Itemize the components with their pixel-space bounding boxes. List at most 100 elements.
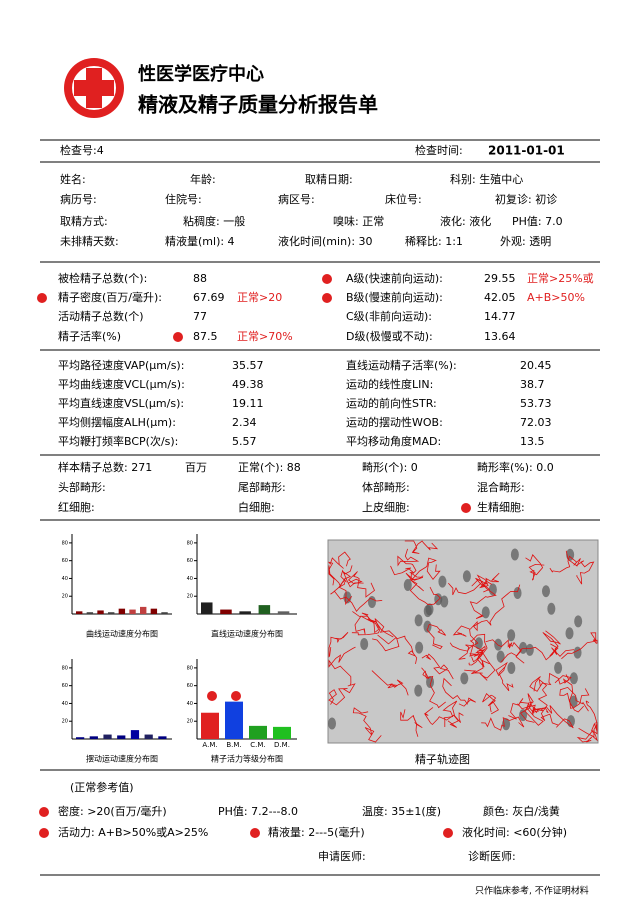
- text: 38.7: [520, 378, 545, 391]
- track: [421, 653, 454, 680]
- track: [397, 548, 420, 574]
- text: 平均直线速度VSL(μm/s):: [58, 396, 184, 410]
- sperm-head: [440, 595, 449, 608]
- sperm-head: [566, 548, 575, 561]
- text: 生精细胞:: [477, 500, 525, 514]
- track: [372, 618, 400, 652]
- text: 正常>25%或: [527, 272, 594, 285]
- track: [500, 643, 559, 663]
- text: 体部畸形:: [362, 480, 410, 494]
- text: 只作临床参考, 不作证明材料: [475, 885, 589, 897]
- track: [519, 701, 544, 726]
- text: 颜色: 灰白/浅黄: [483, 804, 560, 818]
- text: D级(极慢或不动):: [346, 329, 433, 343]
- text: 19.11: [232, 397, 264, 410]
- text: 上皮细胞:: [362, 501, 410, 514]
- track: [351, 612, 381, 636]
- text: 2.34: [232, 416, 257, 429]
- sperm-head: [547, 602, 556, 615]
- marker-dot: [37, 293, 47, 303]
- sperm-head: [488, 583, 497, 596]
- text: 检查时间:: [415, 143, 463, 157]
- track: [549, 550, 581, 573]
- text: PH值: 7.2---8.0: [218, 805, 298, 818]
- text: 畸形(个): 0: [362, 460, 418, 474]
- sperm-head: [541, 585, 550, 598]
- text: 科别: 生殖中心: [450, 172, 523, 186]
- text: 取精日期:: [305, 173, 353, 186]
- sperm-head: [554, 661, 563, 674]
- text: 60: [62, 558, 68, 564]
- text: 直线运动速度分布图: [211, 629, 283, 639]
- track: [575, 560, 595, 585]
- text: 13.5: [520, 435, 545, 448]
- track: [537, 678, 559, 726]
- text: 未排精天数:: [60, 234, 119, 248]
- text: 2011-01-01: [488, 144, 565, 158]
- track: [481, 716, 525, 731]
- sperm-head: [328, 717, 337, 730]
- bar: [89, 736, 98, 739]
- sperm-head: [507, 629, 516, 642]
- text: 77: [193, 310, 207, 323]
- sperm-head: [566, 715, 575, 728]
- bar: [118, 608, 126, 614]
- track: [527, 693, 544, 715]
- marker-dot: [250, 828, 260, 838]
- text: 百万: [185, 461, 207, 474]
- text: 72.03: [520, 416, 552, 429]
- track: [508, 698, 536, 720]
- text: 年龄:: [190, 172, 216, 186]
- track: [328, 566, 353, 606]
- track: [327, 551, 351, 571]
- bar: [239, 611, 251, 614]
- text: 精液及精子质量分析报告单: [138, 93, 378, 117]
- text: 40: [187, 576, 193, 582]
- track: [400, 709, 423, 737]
- sperm-head: [434, 593, 443, 606]
- bar: [161, 612, 168, 614]
- text: 14.77: [484, 310, 516, 323]
- text: 姓名:: [60, 172, 86, 186]
- text: 粘稠度: 一般: [183, 214, 245, 228]
- track: [525, 554, 545, 581]
- sperm-head: [494, 638, 503, 651]
- marker-dot: [173, 332, 183, 342]
- sperm-head: [423, 605, 432, 618]
- text: 正常>70%: [237, 330, 293, 343]
- track: [404, 540, 439, 554]
- track: [529, 672, 570, 692]
- text: 活动精子总数(个): [58, 309, 144, 323]
- text: 活动力: A+B>50%或A>25%: [58, 826, 208, 839]
- sperm-head: [414, 614, 423, 627]
- track: [328, 683, 356, 706]
- marker-dot: [322, 293, 332, 303]
- bar: [258, 605, 271, 614]
- sperm-head: [415, 641, 424, 654]
- text: 稀释比: 1:1: [405, 235, 463, 248]
- text: 床位号:: [385, 192, 422, 206]
- marker-dot: [207, 691, 217, 701]
- track: [338, 579, 383, 612]
- track: [585, 700, 598, 742]
- track: [449, 625, 479, 652]
- sperm-head: [462, 570, 471, 583]
- track: [442, 700, 464, 727]
- bar: [76, 737, 85, 739]
- bar: [273, 726, 291, 739]
- track: [347, 571, 375, 598]
- text: D.M.: [274, 741, 290, 749]
- text: 60: [62, 683, 68, 689]
- text: 红细胞:: [58, 501, 95, 514]
- track: [390, 565, 424, 581]
- bar: [225, 701, 243, 739]
- track: [328, 632, 349, 658]
- text: 白细胞:: [238, 500, 275, 514]
- sperm-head: [574, 615, 583, 628]
- text: 尾部畸形:: [238, 480, 286, 494]
- text: 密度: >20(百万/毫升): [58, 804, 167, 818]
- bar: [140, 606, 147, 614]
- sperm-head: [367, 596, 376, 609]
- sperm-head: [481, 606, 490, 619]
